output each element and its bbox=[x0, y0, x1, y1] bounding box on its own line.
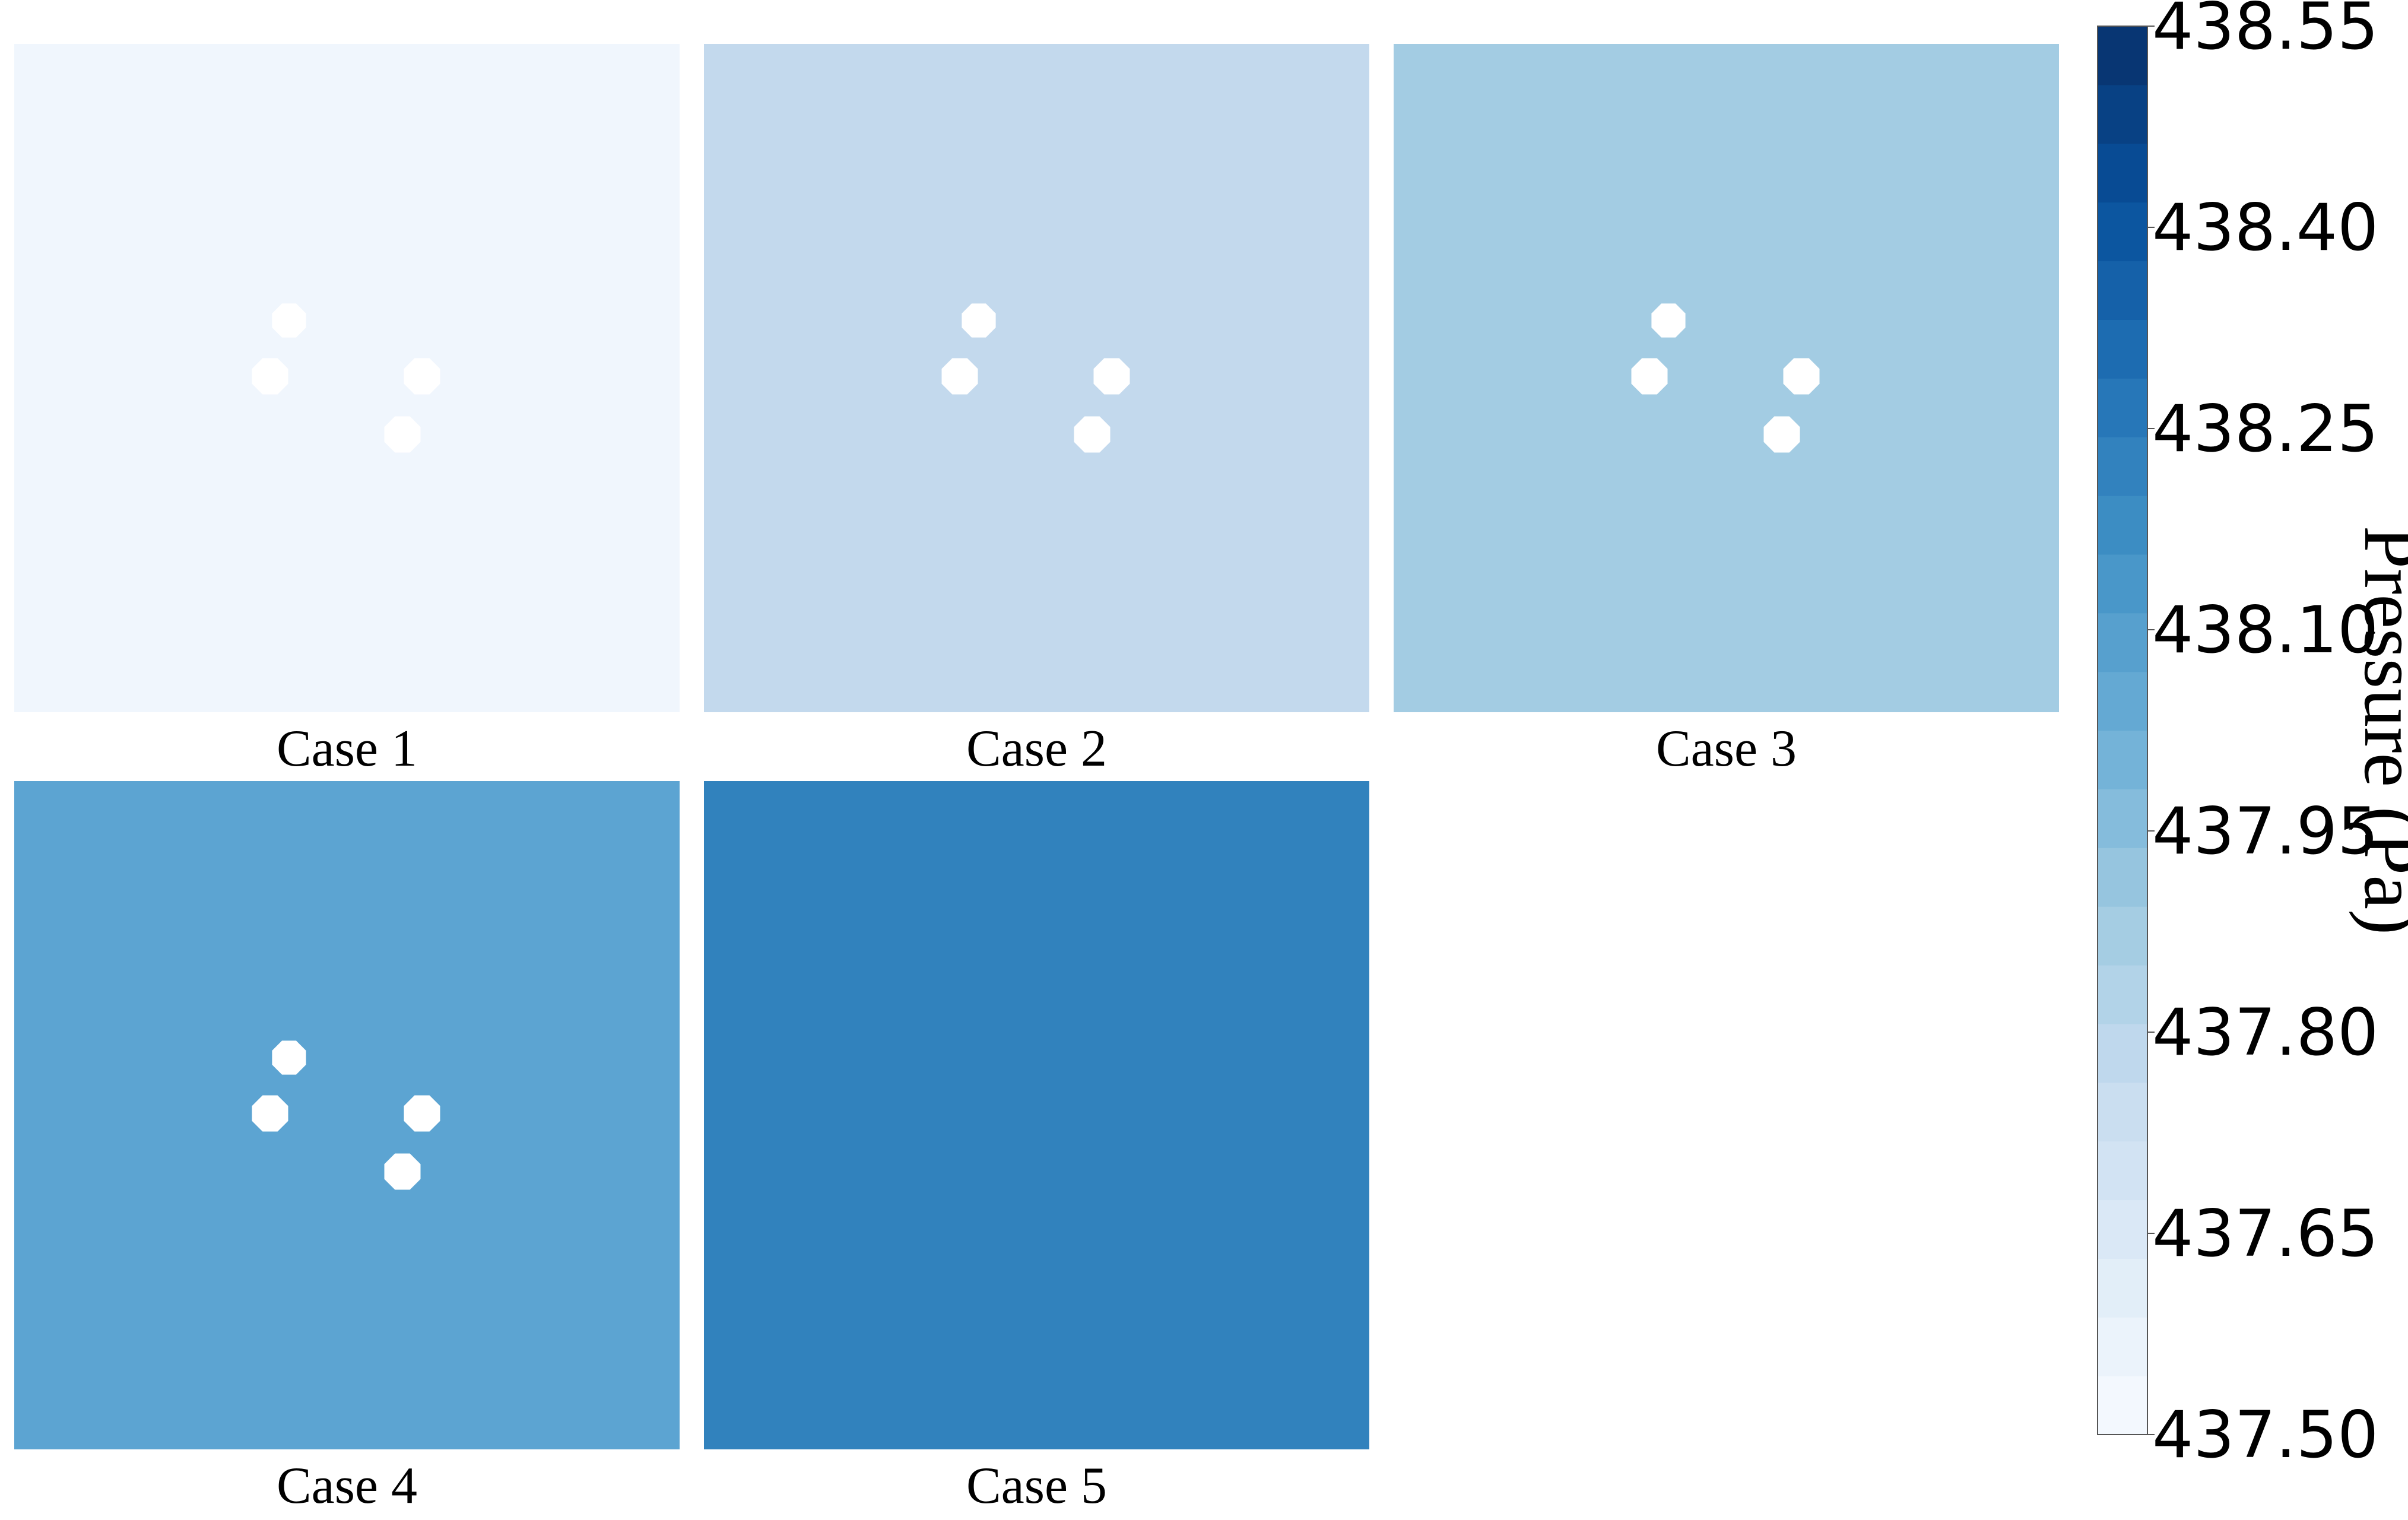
colorbar-level bbox=[2098, 613, 2147, 672]
colorbar-level bbox=[2098, 1376, 2147, 1435]
colorbar-tick-label: 438.40 bbox=[2152, 190, 2378, 265]
colorbar-level bbox=[2098, 1258, 2147, 1318]
obstacle bbox=[384, 1153, 421, 1190]
pressure-field bbox=[14, 781, 680, 1449]
colorbar-tick-label: 437.80 bbox=[2152, 995, 2378, 1070]
case-label: Case 4 bbox=[277, 1457, 417, 1515]
obstacle bbox=[404, 358, 440, 395]
colorbar-tick-label: 438.25 bbox=[2152, 391, 2378, 467]
colorbar-tick-label: 438.55 bbox=[2152, 0, 2378, 64]
colorbar-level bbox=[2098, 378, 2147, 437]
pressure-field bbox=[704, 781, 1369, 1449]
obstacle bbox=[404, 1095, 440, 1132]
colorbar-level bbox=[2098, 496, 2147, 555]
colorbar-level bbox=[2098, 671, 2147, 731]
obstacle bbox=[252, 358, 288, 395]
colorbar-level bbox=[2098, 848, 2147, 907]
panel-case-1: Case 1 bbox=[14, 44, 680, 778]
obstacle bbox=[1763, 416, 1800, 453]
colorbar-level bbox=[2098, 1141, 2147, 1201]
colorbar-level bbox=[2098, 202, 2147, 262]
colorbar-level bbox=[2098, 789, 2147, 848]
obstacle bbox=[941, 358, 978, 395]
panel-case-2: Case 2 bbox=[704, 44, 1369, 778]
colorbar-level bbox=[2098, 730, 2147, 789]
obstacle bbox=[252, 1095, 288, 1132]
case-label: Case 5 bbox=[966, 1457, 1107, 1515]
obstacle bbox=[962, 303, 996, 338]
panel-case-4: Case 4 bbox=[14, 781, 680, 1515]
colorbar-level bbox=[2098, 143, 2147, 203]
obstacle bbox=[1631, 358, 1668, 395]
pressure-field bbox=[704, 44, 1369, 712]
pressure-field bbox=[14, 44, 680, 712]
obstacle bbox=[1093, 358, 1130, 395]
colorbar-level bbox=[2098, 554, 2147, 614]
case-label: Case 3 bbox=[1656, 720, 1797, 778]
colorbar-level bbox=[2098, 906, 2147, 966]
obstacle bbox=[1651, 303, 1686, 338]
colorbar-tick-label: 437.50 bbox=[2152, 1397, 2378, 1473]
case-label: Case 1 bbox=[277, 720, 417, 778]
colorbar: 437.50 437.65 437.80 437.95 438.10 438.25 438.… bbox=[2097, 0, 2408, 1473]
colorbar-level bbox=[2098, 965, 2147, 1024]
colorbar-level bbox=[2098, 437, 2147, 496]
pressure-field bbox=[1394, 44, 2059, 712]
colorbar-level bbox=[2098, 1317, 2147, 1376]
colorbar-frame bbox=[2097, 26, 2148, 1435]
panel-case-3: Case 3 bbox=[1394, 44, 2059, 778]
panel-case-5: Case 5 bbox=[704, 781, 1369, 1515]
colorbar-level bbox=[2098, 261, 2147, 320]
colorbar-title: Pressure (Pa) bbox=[2348, 526, 2408, 935]
colorbar-tick-label: 437.95 bbox=[2152, 794, 2378, 869]
obstacle bbox=[1074, 416, 1111, 453]
obstacle bbox=[1783, 358, 1820, 395]
colorbar-tick-label: 437.65 bbox=[2152, 1196, 2378, 1271]
colorbar-level bbox=[2098, 1023, 2147, 1083]
colorbar-level bbox=[2098, 1082, 2147, 1142]
colorbar-level bbox=[2098, 84, 2147, 144]
colorbar-tick-label: 438.10 bbox=[2152, 592, 2378, 668]
case-label: Case 2 bbox=[966, 720, 1107, 778]
obstacle bbox=[384, 416, 421, 453]
obstacle bbox=[272, 1040, 306, 1075]
colorbar-level bbox=[2098, 1200, 2147, 1259]
obstacle bbox=[272, 303, 306, 338]
colorbar-level bbox=[2098, 26, 2147, 85]
colorbar-level bbox=[2098, 319, 2147, 379]
panels: Case 1 Case 2 Case 3 Case 4 Case 5 bbox=[14, 44, 2059, 1515]
